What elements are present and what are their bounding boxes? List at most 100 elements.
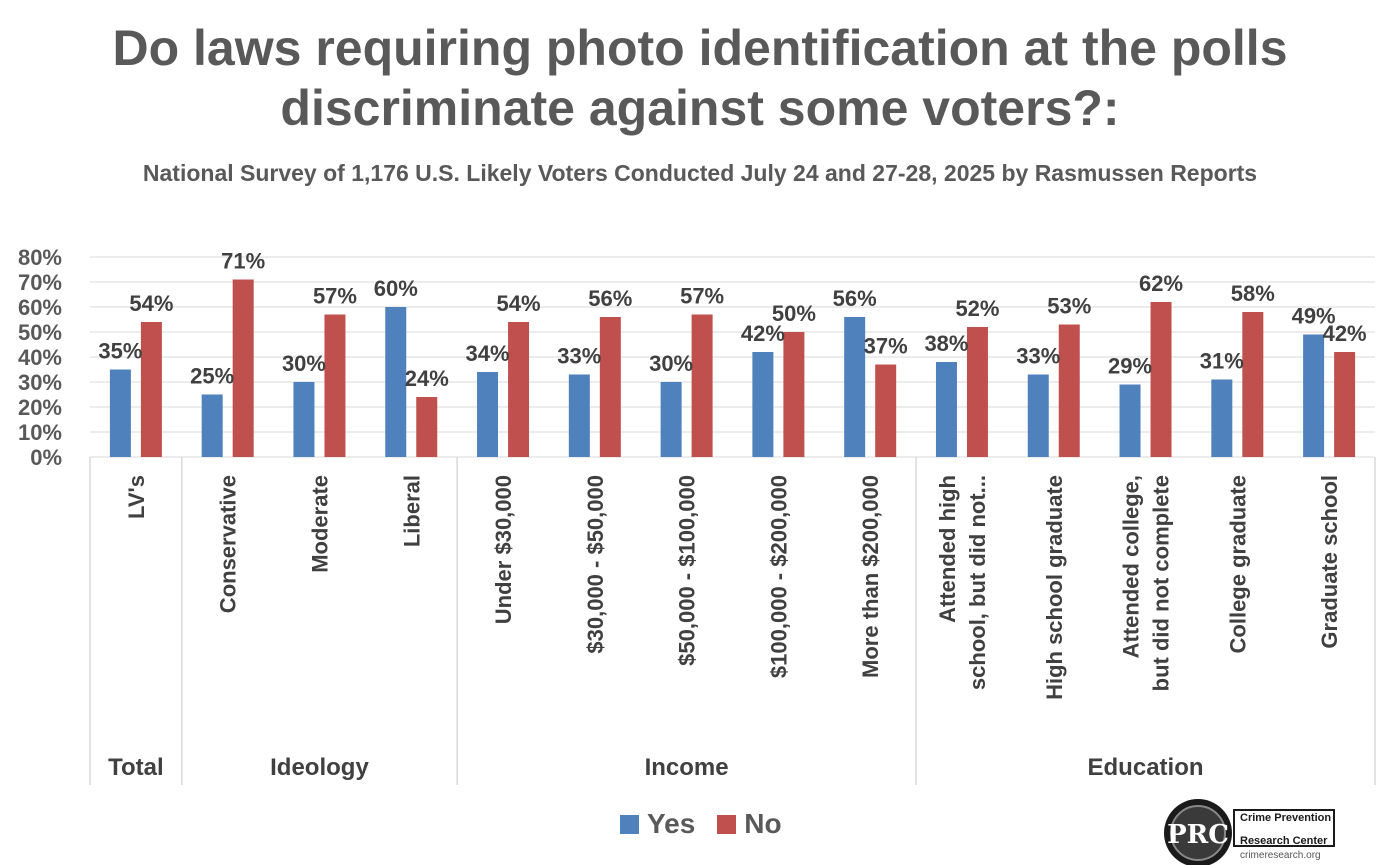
bar-yes	[201, 394, 223, 457]
data-label-yes: 31%	[1200, 349, 1244, 374]
logo-line-1: Crime Prevention	[1240, 812, 1331, 824]
logo-mark: PRC	[1167, 820, 1229, 850]
group-label: Total	[108, 754, 164, 781]
y-tick-label: 20%	[18, 395, 62, 420]
bar-no	[1334, 352, 1356, 457]
bar-yes	[660, 382, 682, 457]
category-label: High school graduate	[1042, 475, 1067, 700]
bar-no	[1150, 302, 1172, 457]
legend-label-no: No	[744, 808, 782, 839]
bar-yes	[568, 374, 590, 457]
category-label: Under $30,000	[491, 475, 516, 624]
bar-no	[508, 322, 530, 457]
group-label: Ideology	[270, 754, 369, 781]
category-label: More than $200,000	[858, 475, 883, 678]
category-label: LV's	[124, 475, 149, 519]
data-label-yes: 30%	[649, 351, 693, 376]
bar-yes	[1303, 334, 1325, 457]
data-label-no: 52%	[955, 296, 999, 321]
category-label-line: Moderate	[307, 475, 332, 573]
data-label-no: 54%	[129, 291, 173, 316]
category-label-line: Attended high	[935, 475, 960, 623]
bar-yes	[109, 369, 131, 457]
bar-yes	[1027, 374, 1049, 457]
bar-no	[324, 314, 346, 457]
data-label-yes: 33%	[1016, 344, 1060, 369]
data-label-yes: 56%	[833, 286, 877, 311]
category-label-line: LV's	[124, 475, 149, 519]
chart-legend: Yes No	[620, 806, 782, 842]
bar-no	[691, 314, 713, 457]
data-label-no: 54%	[497, 291, 541, 316]
data-label-yes: 35%	[98, 339, 142, 364]
legend-item-no: No	[717, 808, 782, 840]
bar-no	[232, 279, 254, 457]
legend-swatch-yes	[620, 814, 639, 834]
bar-chart: 35% 25% 30% 60% 34% 33% 30% 42% 56% 38% 33% 29% 31% 4…	[18, 245, 1376, 785]
data-label-yes: 25%	[190, 364, 234, 389]
bar-yes	[1211, 379, 1233, 457]
bar-yes	[1119, 384, 1141, 457]
data-label-no: 50%	[772, 301, 816, 326]
data-label-yes: 33%	[557, 344, 601, 369]
logo-line-3: crimeresearch.org	[1240, 850, 1321, 861]
data-label-no: 37%	[864, 334, 908, 359]
group-label: Education	[1088, 754, 1204, 781]
magnifier-logo-icon: PRC	[1164, 799, 1232, 865]
y-tick-label: 60%	[18, 295, 62, 320]
bar-no	[140, 322, 162, 457]
category-label: College graduate	[1225, 475, 1250, 653]
data-label-no: 57%	[680, 284, 724, 309]
data-label-no: 57%	[313, 284, 357, 309]
category-label-line: $50,000 - $100,000	[675, 475, 700, 666]
y-tick-label: 80%	[18, 245, 62, 270]
bar-yes	[385, 307, 407, 457]
bar-yes	[935, 362, 957, 457]
category-label-line: Conservative	[216, 475, 241, 613]
category-label-line: but did not complete	[1149, 475, 1174, 691]
data-label-yes: 30%	[282, 351, 326, 376]
bar-no	[1242, 312, 1264, 457]
data-label-yes: 49%	[1292, 304, 1336, 329]
bar-yes	[844, 317, 866, 457]
category-label-line: High school graduate	[1042, 475, 1067, 700]
bar-no	[966, 327, 988, 457]
category-label-line: Attended college,	[1119, 475, 1144, 658]
data-label-yes: 34%	[466, 341, 510, 366]
category-label-line: $100,000 - $200,000	[766, 475, 791, 678]
y-tick-label: 0%	[30, 445, 62, 470]
data-label-no: 62%	[1139, 271, 1183, 296]
category-label-line: College graduate	[1225, 475, 1250, 653]
data-label-yes: 60%	[374, 276, 418, 301]
y-tick-label: 70%	[18, 270, 62, 295]
bar-yes	[477, 372, 499, 457]
category-label: Attended college, but did not complete	[1119, 475, 1174, 691]
category-label: Attended high school, but did not...	[935, 475, 990, 690]
bar-no	[1058, 324, 1080, 457]
data-label-no: 42%	[1323, 321, 1367, 346]
data-label-no: 24%	[405, 366, 449, 391]
chart-subtitle: National Survey of 1,176 U.S. Likely Vot…	[142, 160, 1258, 186]
bar-no	[875, 364, 897, 457]
data-label-no: 58%	[1231, 281, 1275, 306]
category-label: Graduate school	[1317, 475, 1342, 649]
data-label-no: 56%	[588, 286, 632, 311]
legend-label-yes: Yes	[647, 808, 696, 839]
y-tick-label: 40%	[18, 345, 62, 370]
bar-no	[783, 332, 805, 457]
group-label: Income	[645, 754, 729, 781]
category-label-line: Liberal	[399, 475, 424, 547]
bar-no	[599, 317, 621, 457]
category-label-line: Under $30,000	[491, 475, 516, 624]
category-label: Liberal	[399, 475, 424, 547]
chart-title: Do laws requiring photo identification a…	[112, 20, 1288, 136]
legend-item-yes: Yes	[620, 808, 695, 840]
category-label: Conservative	[216, 475, 241, 613]
y-tick-label: 30%	[18, 370, 62, 395]
logo-line-2: Research Center	[1240, 835, 1328, 847]
y-tick-label: 50%	[18, 320, 62, 345]
data-label-no: 53%	[1047, 294, 1091, 319]
data-label-yes: 42%	[741, 321, 785, 346]
bar-yes	[293, 382, 315, 457]
category-label: $100,000 - $200,000	[766, 475, 791, 678]
